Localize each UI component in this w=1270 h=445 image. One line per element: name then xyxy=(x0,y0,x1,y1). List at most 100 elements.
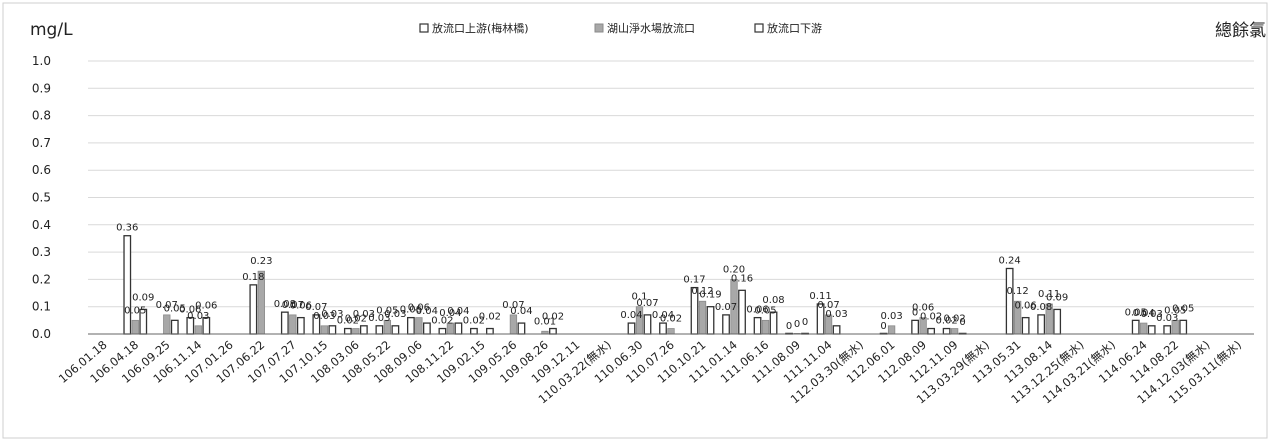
data-label: 0.02 xyxy=(660,314,682,325)
bar-outlet xyxy=(509,314,518,335)
legend-label-outlet: 湖山淨水場放流口 xyxy=(607,21,695,35)
bar-outlet xyxy=(131,319,139,335)
bar-upstream xyxy=(722,314,730,335)
data-label: 0.1 xyxy=(632,292,648,303)
data-label: 0.24 xyxy=(999,255,1021,266)
data-label: 0.05 xyxy=(1125,307,1147,318)
data-label: 0.06 xyxy=(179,305,201,316)
bar-downstream xyxy=(454,322,463,335)
data-label: 0.03 xyxy=(321,309,343,320)
data-label: 0.04 xyxy=(1133,308,1155,319)
data-label: 0.08 xyxy=(274,299,296,310)
data-label: 0.02 xyxy=(542,312,564,323)
data-label: 0.03 xyxy=(880,311,902,322)
bar-outlet xyxy=(352,328,360,335)
data-label: 0.07 xyxy=(636,298,658,309)
data-label: 0.17 xyxy=(683,275,705,286)
bar-upstream xyxy=(1037,314,1046,335)
data-label: 0.03 xyxy=(353,309,375,320)
data-labels: 0.360.050.090.070.050.060.030.060.180.23… xyxy=(116,223,1194,332)
bar-outlet xyxy=(667,328,675,335)
data-label: 0.02 xyxy=(463,316,485,327)
data-label: 0.04 xyxy=(447,306,469,317)
y-tick-label: 0.5 xyxy=(32,191,51,205)
data-label: 0.08 xyxy=(762,295,784,306)
data-label: 0.02 xyxy=(337,316,359,327)
data-label: 0.06 xyxy=(408,303,430,314)
data-label: 0.03 xyxy=(313,311,335,322)
bar-downstream xyxy=(359,325,368,335)
data-label: 0.05 xyxy=(1164,305,1186,316)
bar-downstream xyxy=(549,327,557,335)
y-axis-ticks: 1.0 0.9 0.8 0.7 0.6 0.5 0.4 0.3 0.2 0.1 0.0 xyxy=(32,54,51,341)
bar-downstream xyxy=(517,322,526,335)
data-label: 0 xyxy=(959,317,965,328)
legend-label-downstream: 放流口下游 xyxy=(767,21,822,35)
data-label: 0.03 xyxy=(368,313,390,324)
bar-upstream xyxy=(753,316,762,335)
data-label: 0.06 xyxy=(195,301,217,312)
bar-downstream xyxy=(391,325,400,335)
bar-upstream xyxy=(627,322,636,335)
bar-upstream xyxy=(911,319,920,335)
data-label: 0.12 xyxy=(1007,286,1029,297)
data-label: 0.07 xyxy=(305,302,327,313)
bar-outlet xyxy=(761,319,770,335)
bar-downstream xyxy=(832,325,841,335)
data-label: 0.11 xyxy=(809,291,831,302)
y-axis-unit-label: mg/L xyxy=(30,20,73,40)
data-label: 0.08 xyxy=(1030,302,1052,313)
data-label: 0.06 xyxy=(912,303,934,314)
data-label: 0.02 xyxy=(479,312,501,323)
data-label: 0.04 xyxy=(510,306,532,317)
bar-downstream xyxy=(1053,308,1062,335)
data-label: 0.07 xyxy=(156,300,178,311)
data-label: 0.04 xyxy=(652,310,674,321)
bar-outlet xyxy=(887,325,896,335)
data-label: 0.05 xyxy=(754,305,776,316)
data-label: 0.05 xyxy=(124,305,146,316)
bar-upstream xyxy=(123,235,132,335)
data-label: 0.07 xyxy=(282,300,304,311)
data-label: 0.11 xyxy=(1038,289,1060,300)
bar-upstream xyxy=(942,327,951,335)
y-tick-label: 0.4 xyxy=(32,218,51,232)
y-tick-label: 0.6 xyxy=(32,163,51,177)
bar-downstream xyxy=(927,327,936,335)
bar-downstream xyxy=(1021,316,1030,335)
bar-upstream xyxy=(1163,325,1172,335)
y-tick-label: 0.7 xyxy=(32,136,51,150)
data-label: 0.06 xyxy=(1015,301,1037,312)
y-tick-label: 0.8 xyxy=(32,109,51,123)
legend: 放流口上游(梅林橋) 湖山淨水場放流口 放流口下游 xyxy=(419,21,822,35)
bar-upstream xyxy=(470,327,478,335)
bar-outlet xyxy=(163,314,171,335)
data-label: 0.03 xyxy=(384,309,406,320)
y-tick-label: 0.9 xyxy=(32,81,51,95)
legend-item-upstream: 放流口上游(梅林橋) xyxy=(419,21,529,35)
chart-title: 總餘氯 xyxy=(1215,21,1266,41)
data-label: 0.02 xyxy=(345,314,367,325)
y-tick-label: 0.0 xyxy=(32,327,51,341)
bar-outlet xyxy=(415,317,423,335)
bar-upstream xyxy=(1131,319,1140,335)
legend-swatch-upstream xyxy=(419,23,429,33)
legend-item-downstream: 放流口下游 xyxy=(754,21,822,35)
data-label: 0.09 xyxy=(132,292,154,303)
data-label: 0.16 xyxy=(731,273,753,284)
data-label: 0.06 xyxy=(746,305,768,316)
bar-downstream xyxy=(1147,325,1156,335)
data-label: 0 xyxy=(802,317,808,328)
bar-upstream xyxy=(1005,267,1014,335)
data-label: 0.23 xyxy=(250,256,272,267)
y-tick-label: 0.2 xyxy=(32,272,51,286)
data-label: 0 xyxy=(794,319,800,330)
bar-outlet xyxy=(1140,322,1148,335)
bar-upstream xyxy=(659,322,667,335)
data-label: 0.36 xyxy=(116,223,138,234)
y-tick-label: 0.3 xyxy=(32,245,51,259)
data-label: 0.19 xyxy=(699,290,721,301)
y-tick-label: 1.0 xyxy=(32,54,51,68)
